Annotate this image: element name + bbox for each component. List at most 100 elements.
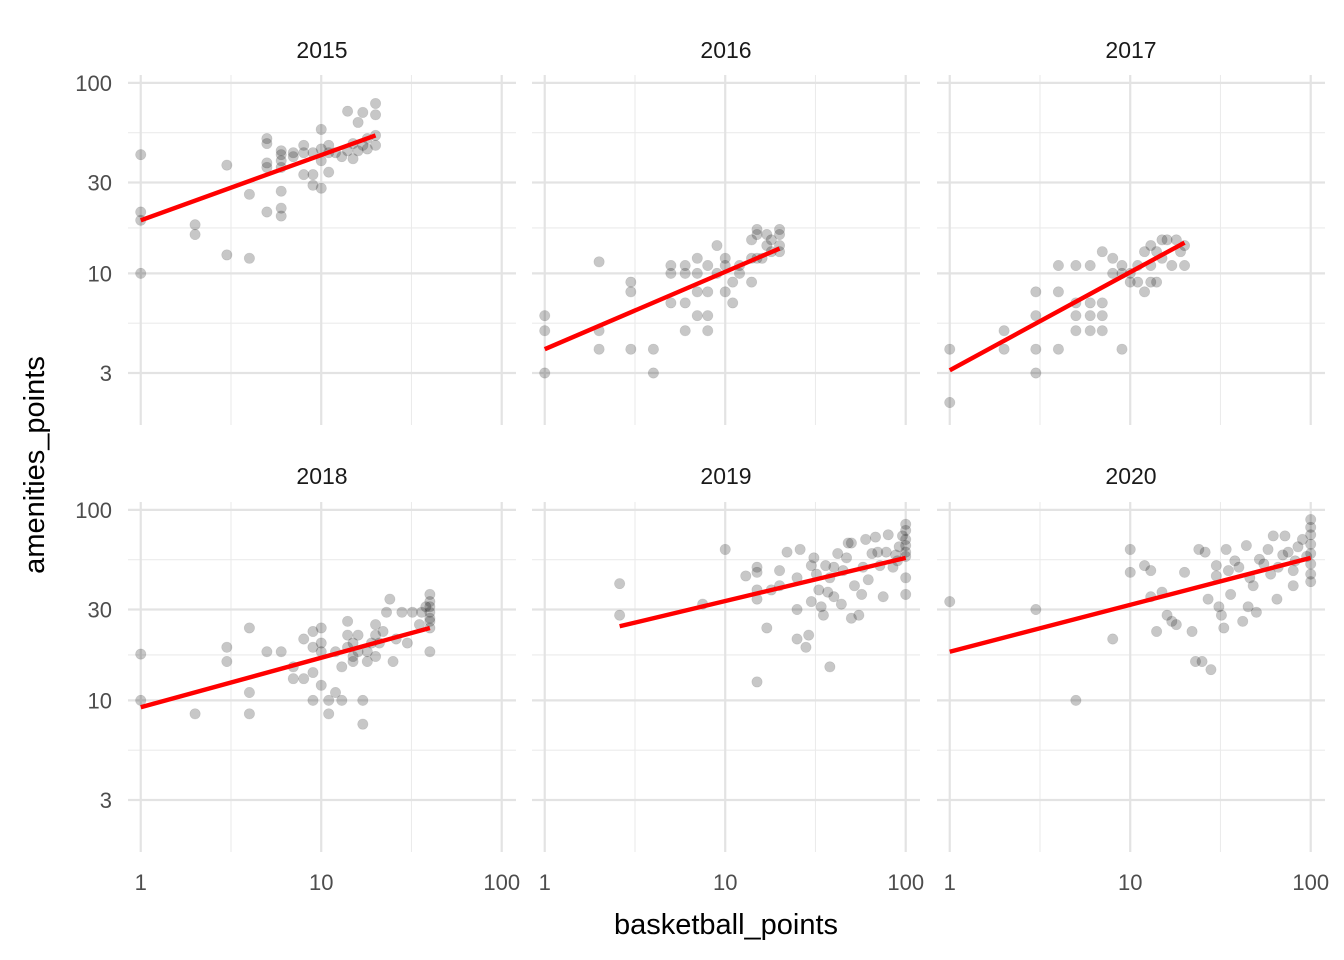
data-point [1161,234,1173,246]
facet-title: 2018 [296,463,347,489]
data-point [1179,259,1191,271]
data-point [330,686,342,698]
data-point [420,601,432,613]
data-point [287,151,299,163]
data-point [243,708,255,720]
data-point [1222,565,1234,577]
data-point [877,591,889,603]
data-point [287,673,299,685]
data-point [800,641,812,653]
data-point [221,159,233,171]
data-point [944,397,956,409]
data-point [1096,310,1108,322]
data-point [880,546,892,558]
data-point [1277,549,1289,561]
data-point [691,252,703,264]
data-point [882,529,894,541]
data-point [774,565,786,577]
data-point [815,601,827,613]
data-point [711,240,723,252]
data-point [1190,656,1202,668]
facet-panel-2016: 2016 [532,37,920,425]
data-point [424,615,436,627]
regression-line [619,555,907,629]
data-point [665,297,677,309]
x-tick-label: 100 [483,870,520,895]
data-point [702,310,714,322]
data-point [135,206,147,218]
data-point [1179,566,1191,578]
data-point [135,648,147,660]
data-point [1161,609,1173,621]
data-point [1186,625,1198,637]
facet-title: 2015 [296,37,347,63]
data-point [805,560,817,572]
data-point [275,145,287,157]
data-point [614,609,626,621]
data-point [221,249,233,261]
data-point [336,694,348,706]
x-tick-label: 1 [539,870,551,895]
data-point [1030,603,1042,615]
data-point [1145,240,1157,252]
data-point [727,297,739,309]
data-point [1166,259,1178,271]
data-point [625,276,637,288]
data-point [298,147,310,159]
data-point [1084,297,1096,309]
data-point [824,661,836,673]
data-point [774,223,786,235]
data-point [189,229,201,241]
facet-title: 2016 [700,37,751,63]
data-point [261,206,273,218]
data-point [347,153,359,165]
data-point [1084,310,1096,322]
data-point [1052,286,1064,298]
data-point [361,656,373,668]
data-point [702,286,714,298]
data-point [539,310,551,322]
data-point [1250,606,1262,618]
data-point [424,588,436,600]
data-point [1096,246,1108,258]
data-point [1262,543,1274,555]
data-point [1233,561,1245,573]
data-point [1229,555,1241,567]
data-point [1124,543,1136,555]
data-point [1202,593,1214,605]
data-point [1282,546,1294,558]
data-point [751,676,763,688]
data-point [298,169,310,181]
data-point [1070,310,1082,322]
data-point [856,588,868,600]
data-point [287,147,299,159]
data-point [307,667,319,679]
data-point [307,694,319,706]
x-tick-label: 1 [135,870,147,895]
data-point [1287,565,1299,577]
data-point [900,540,912,552]
data-point [665,259,677,271]
data-point [813,584,825,596]
data-point [189,219,201,231]
data-point [323,708,335,720]
data-point [387,656,399,668]
data-point [869,531,881,543]
data-point [243,622,255,634]
data-point [381,606,393,618]
data-point [751,229,763,241]
data-point [900,546,912,558]
data-point [820,560,832,572]
data-point [1225,588,1237,600]
data-point [323,694,335,706]
data-point [1210,560,1222,572]
data-point [1124,566,1136,578]
y-tick-label: 3 [100,788,112,813]
data-point [900,533,912,545]
data-point [944,343,956,355]
data-point [1151,625,1163,637]
data-point [1139,286,1151,298]
data-point [221,641,233,653]
data-point [727,276,739,288]
data-point [848,580,860,592]
